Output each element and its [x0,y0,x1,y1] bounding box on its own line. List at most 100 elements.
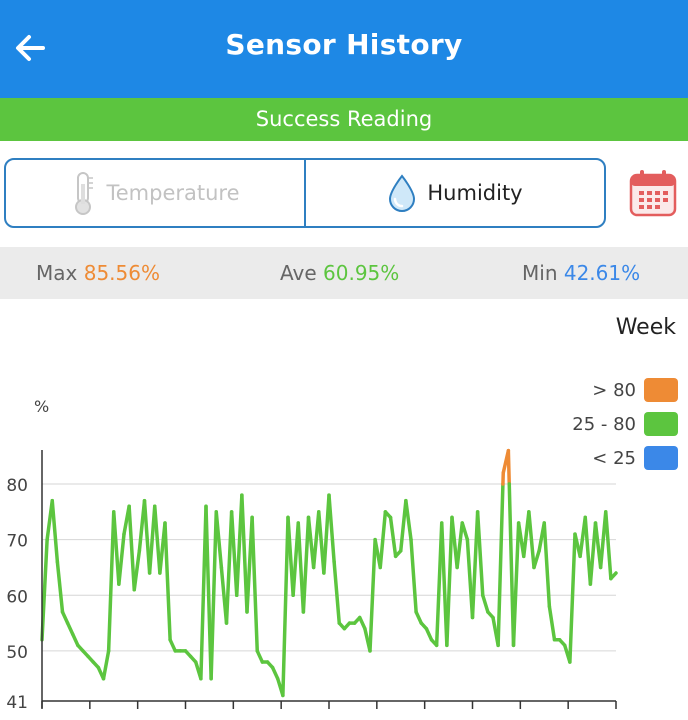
y-axis-unit: % [34,397,50,416]
stat-max-value: 85.56% [83,261,160,285]
series-segment [481,593,490,614]
series-segment [101,649,111,681]
legend-item-high: > 80 [572,373,678,407]
series-segment [163,521,172,642]
series-segment [168,638,177,653]
calendar-icon [629,170,677,217]
series-segment [214,510,224,570]
series-segment [132,549,142,592]
legend-item-low: < 25 [572,441,678,475]
water-drop-icon [389,174,416,212]
series-segment [414,610,423,625]
series-segment [588,521,598,586]
series-segment [332,560,341,625]
series-segment [71,632,80,648]
y-tick-label: 60 [6,587,28,607]
tab-humidity-label: Humidity [427,181,523,205]
legend-item-normal: 25 - 80 [572,407,678,441]
series-segment [255,649,265,664]
series-segment [388,515,398,559]
series-segment [475,510,485,598]
legend-label: < 25 [592,447,636,469]
series-segment [470,510,480,620]
series-segment [301,515,311,614]
series-segment [117,532,126,586]
calendar-button[interactable] [628,168,678,218]
humidity-stats: Max 85.56% Ave 60.95% Min 42.61% [0,247,688,299]
stat-min-label: Min [522,261,558,285]
series-segment [547,604,557,642]
series-segment [527,510,536,570]
series-segment [106,510,116,653]
chart-legend: > 80 25 - 80 < 25 [572,373,678,475]
series-segment [127,504,136,592]
tab-temperature-label: Temperature [106,181,240,205]
series-segment [112,510,121,586]
stat-min: Min 42.61% [522,261,640,285]
stat-min-value: 42.61% [563,261,641,285]
series-segment [445,515,454,648]
arrow-left-icon [16,35,45,61]
legend-label: 25 - 80 [572,413,636,435]
series-segment [506,448,512,486]
thermometer-icon [75,172,94,215]
humidity-chart: 41 50 60 70 80 [6,448,618,713]
legend-swatch [644,412,678,436]
series-segment [455,521,464,570]
series-segment [55,560,65,614]
y-tick-label: 80 [6,476,28,496]
legend-swatch [644,378,678,402]
series-segment [327,493,336,564]
series-segment [511,521,521,648]
series-segment [270,665,280,681]
series-segment [281,515,290,698]
sensor-type-selector: Temperature Humidity [4,158,606,228]
series-segment [568,532,577,664]
series-segment [378,510,388,570]
series-segment [542,521,552,609]
stat-max-label: Max [36,261,78,285]
y-tick-label: 70 [6,532,28,552]
series-segment [496,482,505,648]
stat-ave-label: Ave [280,261,317,285]
y-tick-label: 41 [6,693,28,713]
series-segment [460,521,470,542]
series-segment [604,510,613,581]
series-segment [409,537,418,614]
series-segment [507,482,516,648]
series-segment [224,510,234,625]
y-tick-label: 50 [6,643,28,663]
series-segment [358,615,367,631]
series-segment [250,515,259,653]
stat-max: Max 85.56% [36,261,160,285]
stat-ave-value: 60.95% [323,261,400,285]
legend-swatch [644,446,678,470]
series-segment [65,621,75,636]
app-bar: Sensor History [0,0,688,98]
reading-status-banner: Success Reading [0,98,688,141]
series-segment [450,515,459,570]
stat-average: Ave 60.95% [280,261,399,285]
series-segment [60,610,70,625]
series-segment [583,515,593,586]
series-segment [153,504,162,575]
series-segment [368,537,377,653]
series-segment [209,510,218,681]
series-segment [322,493,331,575]
series-segment [286,515,295,598]
tab-temperature[interactable]: Temperature [6,160,304,226]
series-segment [532,549,541,570]
series-segment [142,498,152,575]
legend-label: > 80 [592,379,636,401]
page-title: Sensor History [225,28,463,61]
series-segment [40,537,49,642]
series-segment [399,498,408,553]
range-selector-week[interactable]: Week [615,315,676,340]
series-segment [404,498,413,542]
series-segment [424,626,434,642]
series-segment [240,493,249,614]
back-button[interactable] [8,24,52,72]
series-segment [50,498,60,564]
series-segment [609,571,618,581]
tab-humidity[interactable]: Humidity [304,160,604,226]
